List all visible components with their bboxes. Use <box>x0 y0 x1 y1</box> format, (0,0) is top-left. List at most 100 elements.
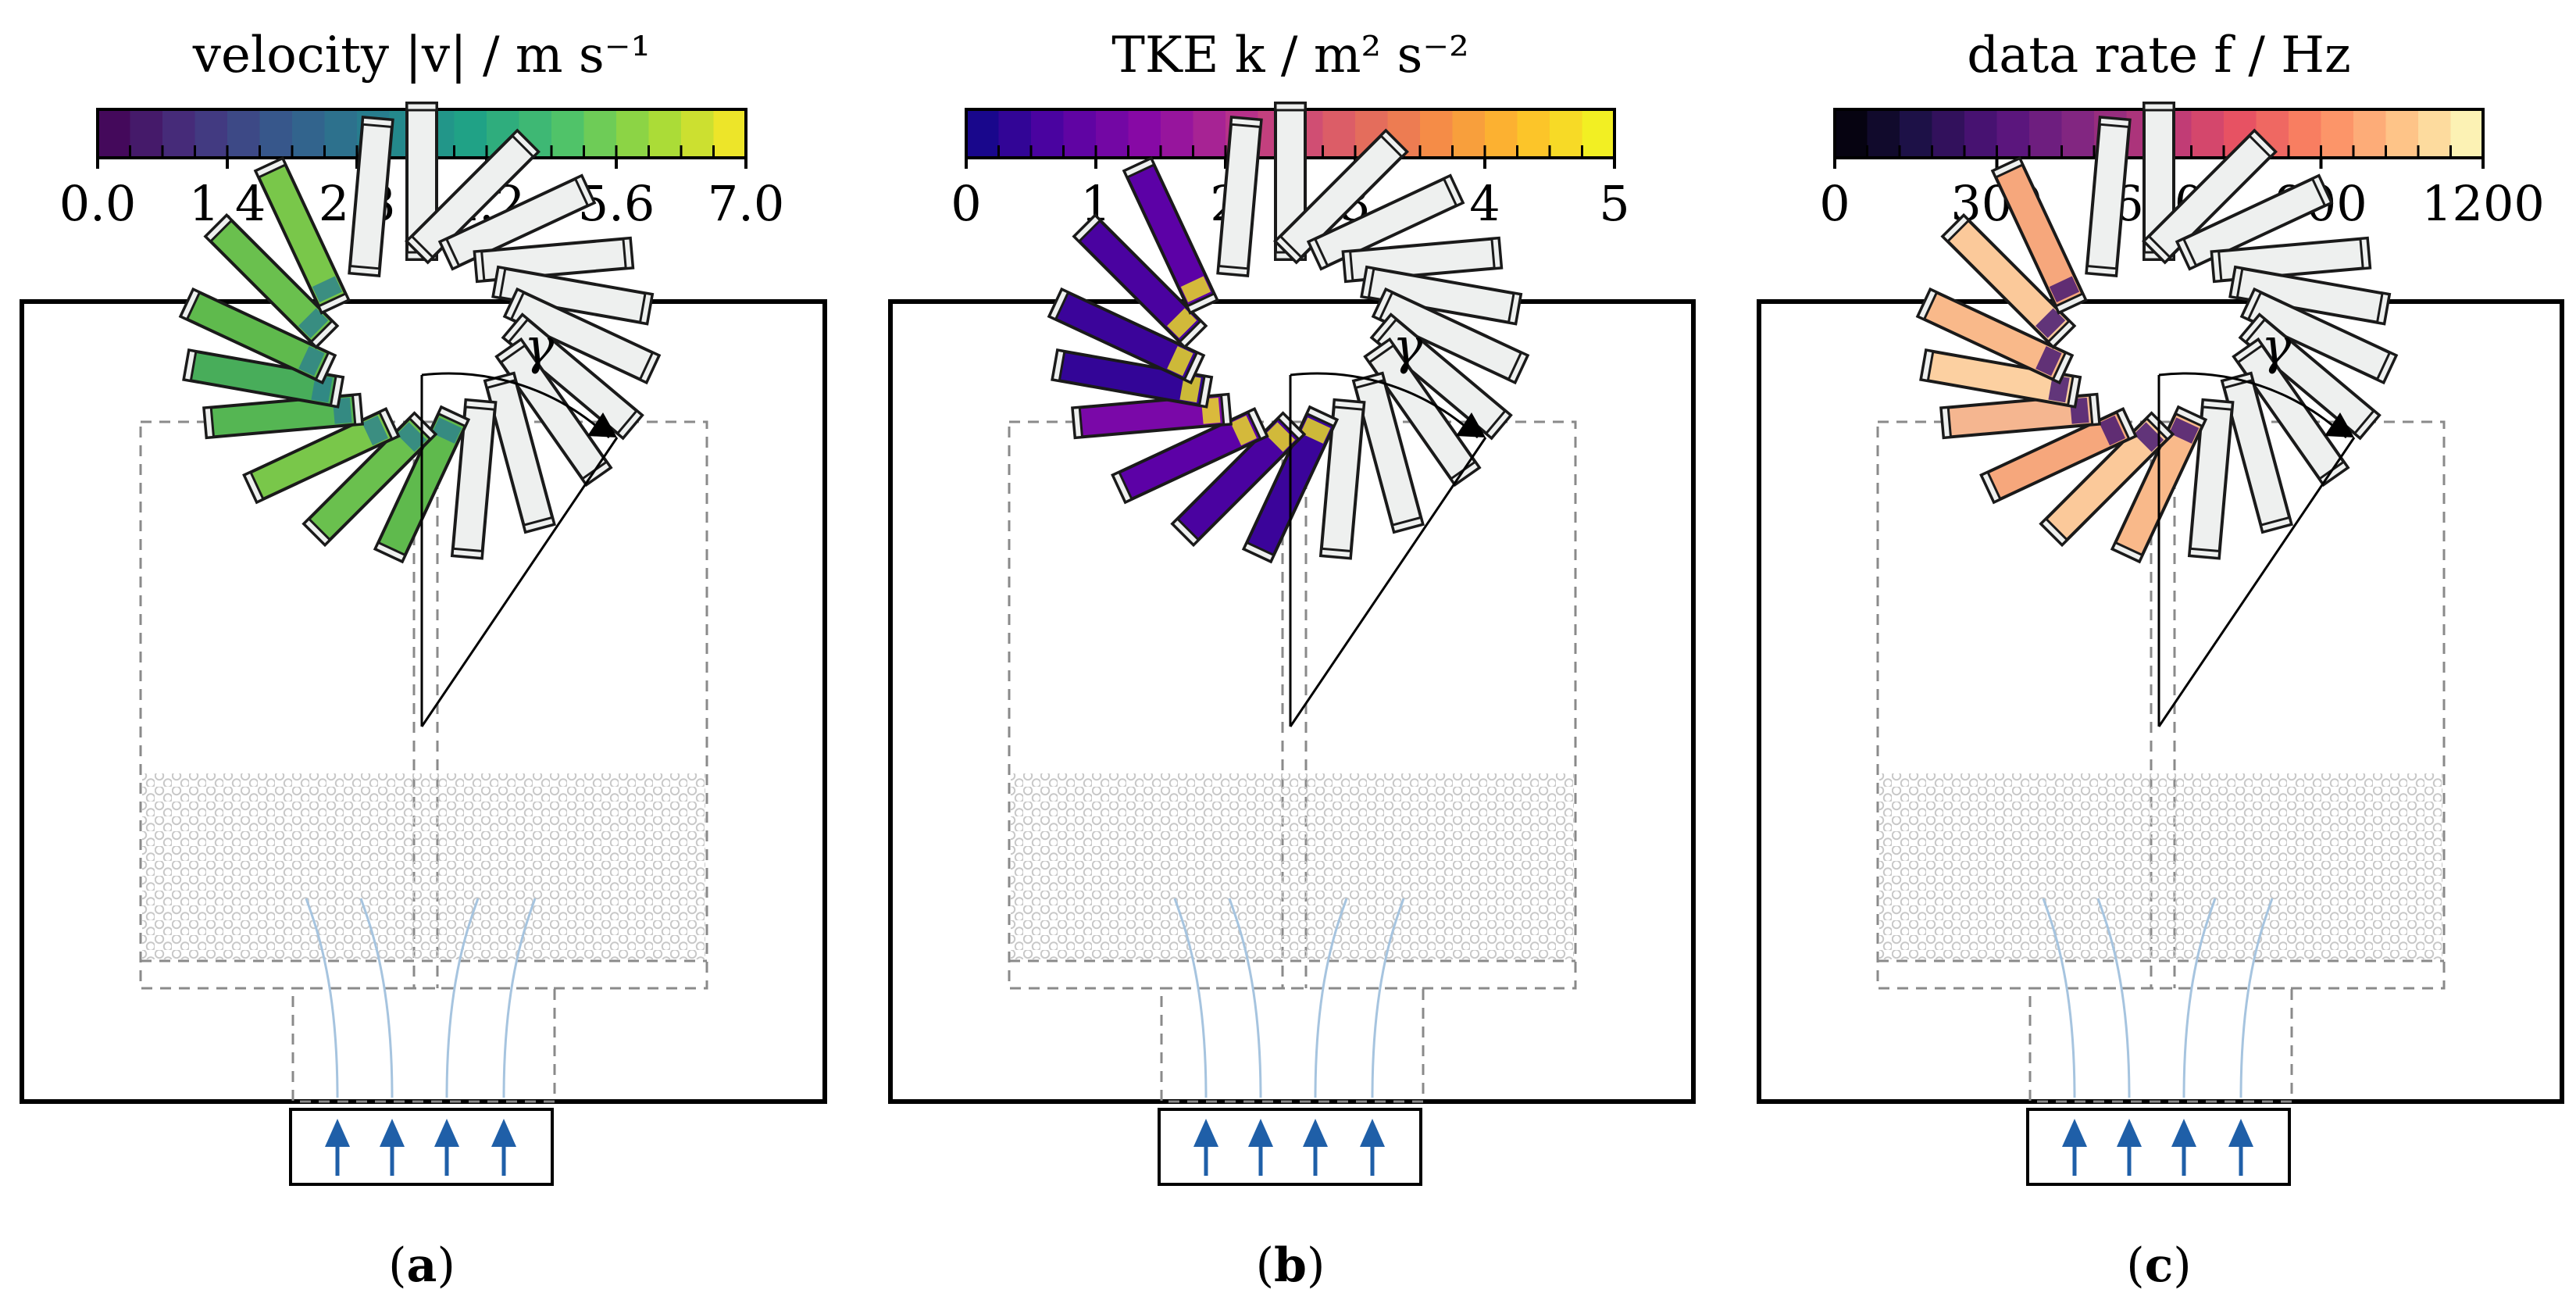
colorbar-segment <box>551 109 584 158</box>
colorbar-segment <box>194 109 228 158</box>
streamline <box>2096 898 2131 1098</box>
vane-cap <box>361 116 394 129</box>
streamline <box>1314 898 1348 1098</box>
vane-cap <box>1305 405 1339 428</box>
colorbar-segment <box>227 109 260 158</box>
colorbar-segment <box>292 109 325 158</box>
colorbar-title: data rate f / Hz <box>1967 27 2351 84</box>
vane-cap <box>2110 541 2144 563</box>
test-section-diagram: γ <box>20 102 827 1186</box>
guide-vane <box>1371 287 1530 385</box>
vane-cap <box>204 213 234 244</box>
colorbar-tick-label: 1200 <box>2421 175 2545 232</box>
vane-cap <box>179 287 202 321</box>
vane-cap <box>1352 372 1386 390</box>
vane-cap <box>1372 287 1394 321</box>
vane-cap <box>1979 470 2002 504</box>
vane-cap <box>1333 398 1365 411</box>
arrow-head <box>434 1119 459 1147</box>
colorbar-segment <box>2289 109 2321 158</box>
guide-vane <box>1979 407 2138 505</box>
guide-vane <box>1072 212 1208 349</box>
vane-cap <box>438 237 461 270</box>
vane-cap <box>1242 541 1276 563</box>
guide-vane <box>182 348 345 409</box>
vane-cap <box>451 547 484 560</box>
up-arrow-icon <box>2228 1119 2253 1176</box>
colorbar-tick-label: 0.0 <box>59 175 137 232</box>
colorbar-segment <box>1031 109 1064 158</box>
honeycomb-region <box>1011 773 1574 959</box>
guide-vane <box>2187 398 2235 560</box>
vane-cap <box>314 351 337 384</box>
up-arrow-icon <box>1193 1119 1218 1176</box>
panel-b: TKE k / m² s⁻² 0 1 2 3 4 5 γ (b) <box>888 27 1696 1293</box>
colorbar-segment <box>324 109 358 158</box>
guide-vane <box>473 236 635 284</box>
streamline <box>305 898 339 1098</box>
colorbar-segment <box>130 109 163 158</box>
vane-cap <box>615 409 644 440</box>
vane-field-accent <box>311 374 333 403</box>
vane-cap <box>2310 174 2333 208</box>
vane-cap <box>1507 291 1522 326</box>
colorbar-tick-label: 0 <box>951 175 981 232</box>
colorbar-segment <box>616 109 649 158</box>
vane-cap <box>1171 516 1201 547</box>
vane-cap <box>1991 156 2025 179</box>
vane-cap <box>1939 405 1953 439</box>
vane-cap <box>1916 287 1939 321</box>
angle-arrow <box>1456 412 1486 437</box>
colorbar-segment <box>2353 109 2386 158</box>
guide-vane <box>2039 411 2175 548</box>
guide-vane <box>1919 348 2082 409</box>
guide-vane <box>491 265 655 326</box>
colorbar-segment <box>1550 109 1582 158</box>
arrow-head <box>1193 1119 1218 1147</box>
vane-field-accent <box>1167 345 1193 377</box>
panel-c: data rate f / Hz 0 300 600 900 1200 γ (c… <box>1757 27 2564 1293</box>
arrow-head <box>380 1119 405 1147</box>
angle-arrow <box>2324 412 2354 437</box>
guide-vane <box>1047 287 1206 385</box>
vane-field-accent <box>312 276 343 303</box>
vane-cap <box>491 266 507 299</box>
streamline <box>445 898 480 1098</box>
vane-cap <box>2353 409 2382 440</box>
vane-cap <box>2039 516 2069 547</box>
colorbar-segment <box>162 109 195 158</box>
vane-cap <box>309 319 339 349</box>
angle-label: γ <box>524 318 555 376</box>
vane-cap <box>1379 129 1409 159</box>
vane-cap <box>182 348 198 383</box>
panel-a: velocity |v| / m s⁻¹ 0.0 1.4 2.8 4.2 5.6… <box>20 27 827 1293</box>
rotated-line <box>1289 437 1487 727</box>
vane-cap <box>302 516 332 547</box>
vane-cap <box>1370 312 1398 344</box>
vane-cap <box>2098 116 2132 129</box>
arrow-head <box>491 1119 516 1147</box>
colorbar-tick-label: 5 <box>1599 175 1629 232</box>
colorbar-segment <box>1582 109 1615 158</box>
vane-cap <box>2247 129 2278 159</box>
vane-cap <box>510 129 541 159</box>
vane-cap <box>1490 237 1503 270</box>
colorbar-segment <box>1128 109 1161 158</box>
vane-cap <box>638 291 654 326</box>
streamline <box>1173 898 1208 1098</box>
vane-field-accent <box>1179 374 1201 403</box>
guide-vane <box>1940 212 2077 349</box>
guide-vane <box>2239 287 2399 385</box>
vane-cap <box>1507 351 1529 384</box>
vane-cap <box>405 234 435 264</box>
vane-cap <box>1484 409 1513 440</box>
vane-field-accent <box>1265 422 1296 452</box>
colorbar-segment <box>2191 109 2225 158</box>
colorbar-segment <box>681 109 714 158</box>
guide-vane <box>494 337 613 487</box>
up-arrow-icon <box>434 1119 459 1176</box>
colorbar-segment <box>1867 109 1900 158</box>
guide-vane <box>1170 411 1307 548</box>
vane-cap <box>2232 337 2264 364</box>
vane-cap <box>1319 547 1353 560</box>
